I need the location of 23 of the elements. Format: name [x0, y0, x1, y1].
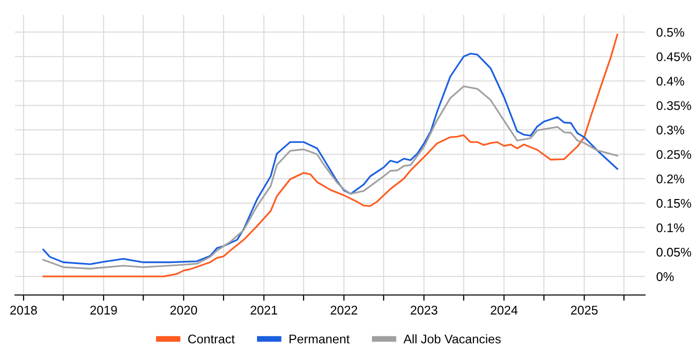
x-tick-label: 2018: [10, 306, 37, 315]
y-tick-label: 0.35%: [656, 101, 692, 110]
x-tick-label: 2020: [170, 306, 198, 315]
y-tick-label: 0.15%: [656, 198, 692, 208]
legend-label: Contract: [188, 334, 235, 344]
x-tick-label: 2025: [570, 306, 598, 315]
x-tick-label: 2023: [410, 306, 438, 315]
line-series: [42, 86, 618, 270]
x-tick-label: 2022: [330, 306, 358, 315]
y-tick-label: 0.4%: [656, 76, 684, 86]
y-tick-label: 0.05%: [656, 248, 692, 257]
x-tick-label: 2019: [90, 306, 117, 315]
y-tick-label: 0.25%: [656, 150, 692, 159]
y-tick-label: 0.3%: [656, 126, 684, 134]
y-tick-label: 0.5%: [656, 28, 684, 37]
legend-label: All Job Vacancies: [403, 334, 501, 344]
x-tick-label: 2021: [250, 306, 278, 315]
x-tick-label: 2024: [490, 306, 518, 315]
y-tick-label: 0.1%: [656, 223, 684, 232]
legend-label: Permanent: [290, 334, 350, 344]
y-tick-label: 0.2%: [656, 174, 684, 184]
y-tick-label: 0.45%: [656, 52, 692, 62]
y-tick-label: 0%: [656, 272, 674, 282]
